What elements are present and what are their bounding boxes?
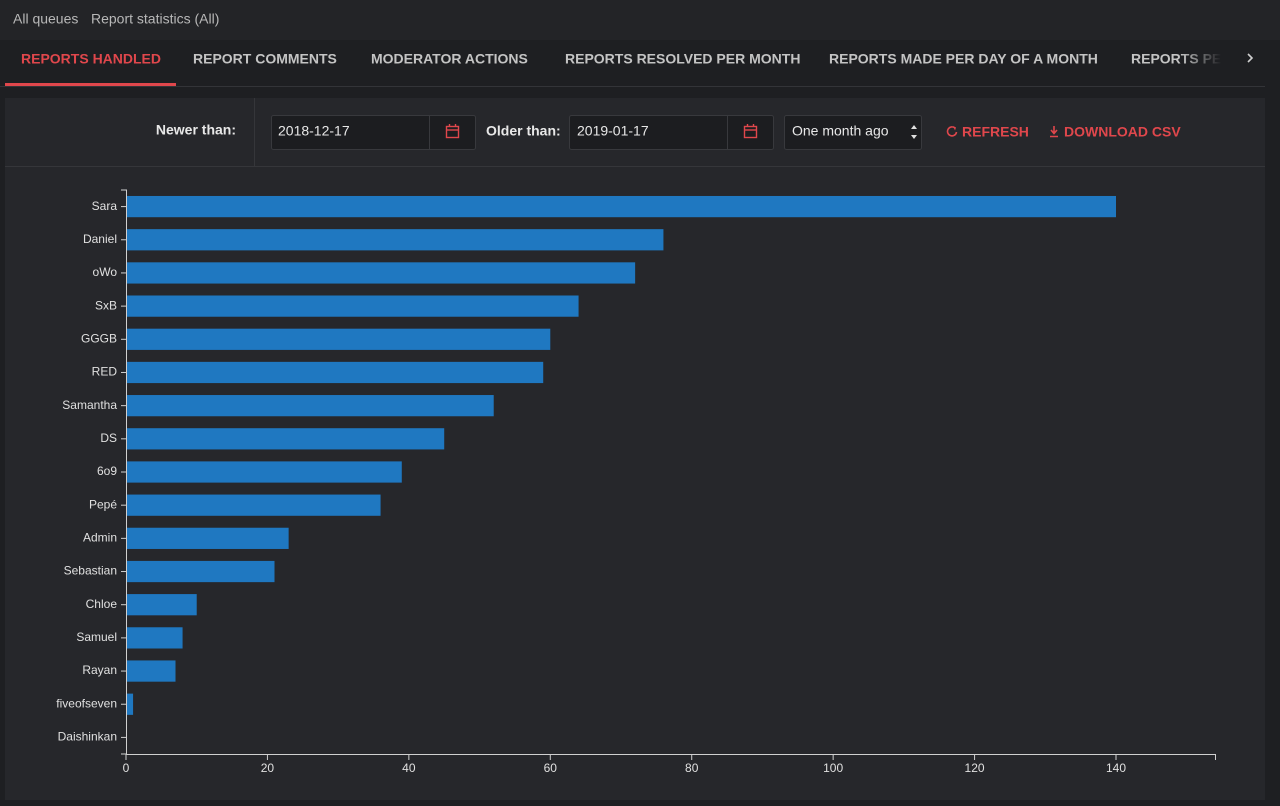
bar [126,560,275,583]
bar [126,693,134,715]
y-tick-label: Pepé [89,497,117,511]
y-tick-label: Samantha [62,398,117,412]
y-axis [121,189,127,755]
y-tick-label: 6o9 [97,464,117,478]
x-tick-label: 20 [261,761,275,775]
breadcrumb[interactable]: Report statistics (All) [91,11,219,27]
bar [126,660,176,682]
y-tick-label: Samuel [76,630,117,644]
x-tick-label: 120 [965,761,985,775]
tab-active[interactable]: REPORTS HANDLED [21,51,161,67]
bar [126,527,289,549]
y-tick-label: SxB [95,298,117,312]
y-tick-label: GGGB [81,331,117,345]
active-underline [5,83,176,86]
bar [126,428,445,450]
y-tick-label: oWo [93,265,118,279]
tab[interactable]: REPORTS RESOLVED PER MONTH [565,51,800,67]
date-value[interactable]: 2019-01-17 [577,123,649,139]
tabs: REPORTS HANDLED REPORT COMMENTS MODERATO… [21,51,1221,67]
date-input[interactable] [271,115,476,150]
y-tick-label: RED [92,365,118,379]
label: Newer than: [156,122,236,138]
tab[interactable]: MODERATOR ACTIONS [371,51,528,67]
bar [126,361,544,384]
y-tick-label: Sara [92,199,118,213]
bar [126,295,579,317]
y-tick-label: Rayan [82,663,117,677]
bar [126,461,402,483]
x-tick-label: 40 [402,761,416,775]
tab[interactable]: REPORTS PE [1131,51,1221,67]
y-tick-label: Daniel [83,232,117,246]
date-input[interactable] [569,115,774,150]
select-arrows [911,125,917,139]
refresh-icon[interactable] [946,126,958,137]
refresh-button[interactable]: REFRESH [962,124,1029,140]
x-axis [125,754,1216,760]
date-value[interactable]: 2018-12-17 [278,123,350,139]
bar [126,627,183,649]
y-tick-label: DS [100,431,117,445]
y-tick-label: Admin [83,531,117,545]
tab[interactable]: REPORT COMMENTS [193,51,337,67]
tab-bar [0,40,1280,86]
x-tick-label: 100 [823,761,843,775]
x-tick-label: 80 [685,761,699,775]
label: Older than: [486,123,561,139]
y-tick-label: Chloe [86,597,118,611]
bar [126,195,1116,218]
refresh-icon-head [953,126,956,131]
chart: Sara Daniel oWo SxB GGGB RED Samantha DS 6o9 Pepé… [56,189,1216,775]
tab[interactable]: REPORTS MADE PER DAY OF A MONTH [829,51,1098,67]
breadcrumb-bar [0,0,1280,40]
y-tick-label: fiveofseven [56,696,117,710]
breadcrumb[interactable]: All queues [13,11,78,27]
download-icon[interactable] [1050,126,1058,138]
range-select[interactable] [784,115,922,150]
download-button[interactable]: DOWNLOAD CSV [1064,124,1181,140]
x-tick-label: 0 [123,761,130,775]
bar [126,395,494,417]
select-value[interactable]: One month ago [792,123,889,139]
bar [126,229,664,251]
bar [126,328,551,350]
bar [126,262,636,284]
calendar-icon[interactable] [445,124,460,139]
y-tick-label: Sebastian [64,564,117,578]
bar [126,594,197,616]
calendar-icon[interactable] [743,124,758,139]
x-tick-label: 60 [544,761,558,775]
y-tick-label: Daishinkan [58,730,117,744]
bar [126,494,381,516]
tab-scroll-arrow[interactable] [1247,53,1254,63]
x-tick-label: 140 [1106,761,1126,775]
